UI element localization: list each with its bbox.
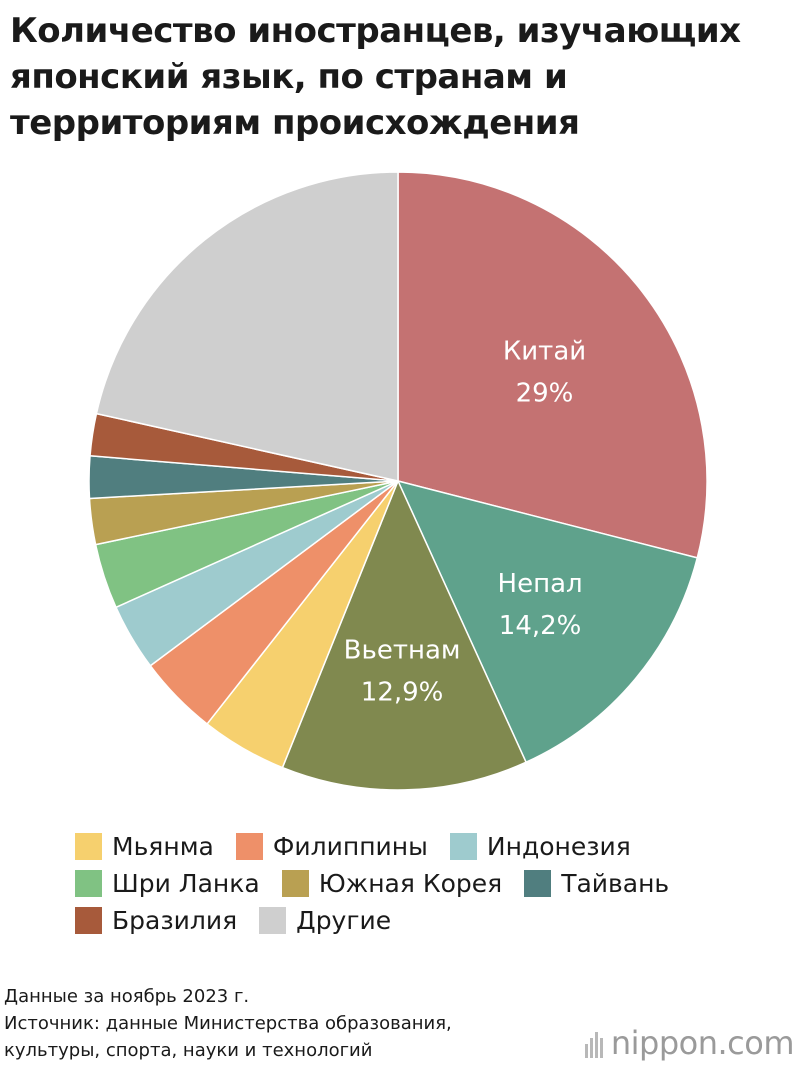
slice-value-label: 12,9% — [361, 677, 444, 707]
legend-swatch — [449, 833, 477, 860]
slice-name-label: Вьетнам — [344, 635, 461, 665]
slice-value-label: 29% — [516, 378, 574, 408]
legend-swatch — [75, 907, 102, 934]
chart-title: Количество иностранцев, изучающих японск… — [10, 8, 795, 146]
nippon-logo: nippon.com — [584, 1024, 795, 1062]
legend-swatch — [235, 833, 263, 860]
legend-swatch — [259, 907, 287, 934]
pie-slice-2 — [397, 480, 699, 763]
legend-label: Шри Ланка — [112, 869, 260, 898]
legend-item: Бразилия — [75, 906, 237, 935]
legend-label: Южная Корея — [318, 869, 503, 898]
chart-title-line-1: Количество иностранцев, изучающих — [10, 11, 741, 51]
legend-label: Другие — [296, 906, 392, 935]
pie-slice-3 — [281, 480, 527, 791]
slice-name-label: Непал — [498, 569, 583, 599]
legend-item: Филиппины — [235, 832, 428, 861]
legend-row: Шри Ланка Южная Корея Тайвань — [75, 865, 775, 902]
slice-label-group: Китай 29% — [503, 336, 586, 408]
slice-label-group: Непал 14,2% — [498, 569, 583, 641]
legend-row: Мьянма Филиппины Индонезия — [75, 828, 775, 865]
pie-slice-1 — [397, 171, 708, 559]
legend-label: Мьянма — [112, 832, 214, 861]
legend-label: Тайвань — [561, 869, 670, 898]
pie-slice-11 — [95, 171, 399, 482]
legend-label: Бразилия — [112, 906, 238, 935]
chart-title-line-2: японский язык, по странам и — [10, 57, 568, 97]
nippon-logo-text: nippon.com — [610, 1024, 795, 1062]
legend-item: Шри Ланка — [75, 869, 260, 898]
source-note-line-2: культуры, спорта, науки и технологий — [4, 1040, 373, 1061]
legend-label: Филиппины — [272, 832, 428, 861]
legend-item: Южная Корея — [281, 869, 503, 898]
legend-swatch — [75, 870, 102, 897]
legend-swatch — [75, 833, 102, 860]
chart-notes: Данные за ноябрь 2023 г. Источник: данны… — [4, 983, 452, 1064]
slice-label-group: Вьетнам 12,9% — [344, 635, 461, 707]
legend-item: Другие — [259, 906, 391, 935]
chart-legend: Мьянма Филиппины Индонезия Шри Ланка Южная К… — [75, 828, 775, 939]
legend-swatch — [281, 870, 309, 897]
legend-item: Тайвань — [524, 869, 669, 898]
slice-value-label: 14,2% — [499, 611, 582, 641]
slice-name-label: Китай — [503, 336, 586, 366]
legend-item: Мьянма — [75, 832, 214, 861]
nippon-bars-icon — [584, 1028, 605, 1058]
legend-row: Бразилия Другие — [75, 902, 775, 939]
legend-label: Индонезия — [486, 832, 631, 861]
chart-title-line-3: территориям происхождения — [10, 103, 580, 143]
legend-swatch — [524, 870, 552, 897]
source-note-line-1: Источник: данные Министерства образовани… — [4, 1013, 452, 1034]
data-date-note: Данные за ноябрь 2023 г. — [4, 986, 250, 1007]
legend-item: Индонезия — [449, 832, 631, 861]
